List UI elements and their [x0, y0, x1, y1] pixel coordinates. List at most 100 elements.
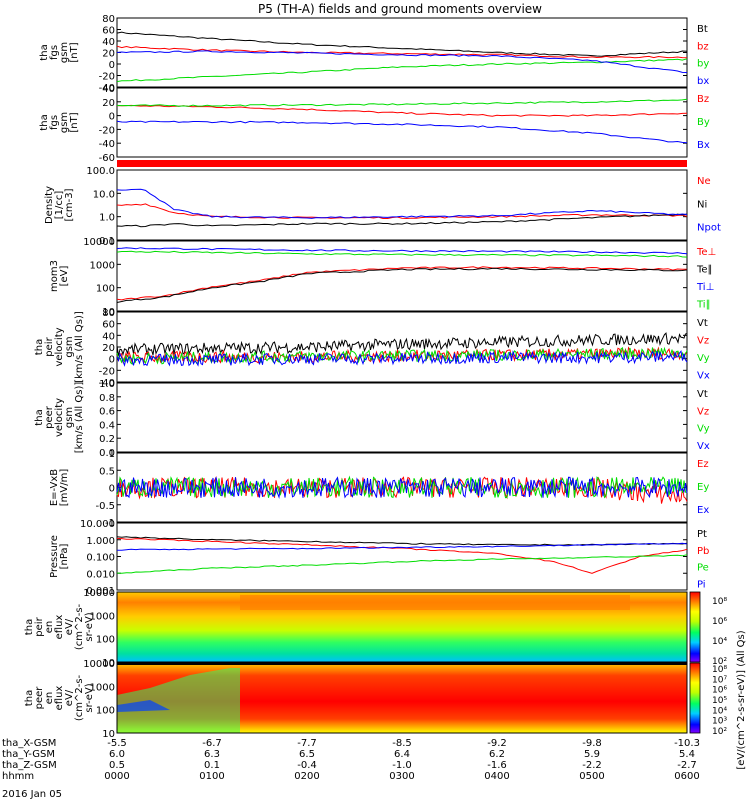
y-axis-label: tha	[24, 690, 35, 706]
x-axis-value: -1.0	[392, 760, 412, 771]
electron-spectrogram-cutoff	[117, 668, 240, 733]
x-axis-value: 0000	[104, 771, 129, 782]
panel-efield: 1 0.5 0 -0.5 -1 E=-VxB [mV/m] Ez Ey Ex	[49, 449, 709, 529]
panel-pressure: 10.000 1.000 0.100 0.010 0.001 Pressure [nPa] P…	[49, 519, 709, 597]
y-tick-label: -1	[105, 518, 115, 529]
y-axis-label: [km/s (All Qs)]	[74, 311, 85, 383]
y-tick-label: 100	[96, 706, 115, 717]
legend-Ti⊥: Ti⊥	[696, 282, 714, 293]
series-line-by	[116, 58, 688, 83]
colorbar-tick-label: 10²	[712, 657, 727, 667]
y-tick-label: 1.0	[99, 379, 115, 390]
y-axis-label: eflux	[54, 686, 65, 711]
y-tick-label: 80	[102, 308, 115, 319]
panel-density: 100.0 10.0 1.0 0.1 Density [1/cc] [cm-3] Ne Ni Np…	[44, 166, 721, 247]
series-line-Pb	[116, 537, 688, 574]
x-axis-value: -8.5	[392, 738, 412, 749]
series-line-Ni	[116, 213, 688, 228]
y-axis-label: eV/	[64, 618, 75, 635]
x-axis-value: -9.2	[487, 738, 507, 749]
y-axis-label: gsm	[59, 42, 70, 63]
y-axis-label: sr-eV)	[84, 612, 95, 641]
y-tick-label: 0	[109, 355, 115, 366]
y-tick-label: 1000	[90, 682, 115, 693]
y-tick-label: 10.000	[80, 519, 115, 530]
colorbar-tick-label: 10⁴	[712, 637, 727, 647]
y-tick-label: 10	[102, 658, 115, 669]
y-axis-label: mom3	[49, 260, 60, 292]
colorbar-tick-label: 10⁸	[712, 665, 727, 675]
y-axis-label: velocity	[54, 398, 65, 437]
x-axis-value: -6.7	[202, 738, 222, 749]
series-line-Vt	[116, 332, 688, 357]
x-axis-value: 0400	[484, 771, 509, 782]
y-tick-label: 40	[102, 37, 115, 48]
legend-Pt: Pt	[697, 529, 707, 540]
y-axis-label: tha	[34, 339, 45, 355]
y-tick-label: -40	[99, 139, 115, 150]
panel-frame	[116, 169, 688, 241]
series-line-Ne	[116, 203, 688, 220]
y-axis-label: (cm^2-s-	[74, 674, 85, 721]
y-axis-label: [eV]	[59, 266, 70, 287]
x-axis-value: 5.4	[679, 749, 695, 760]
y-axis-label: tha	[24, 619, 35, 635]
y-axis-label: en	[44, 692, 55, 705]
y-tick-label: -40	[99, 378, 115, 389]
x-axis-value: -10.3	[674, 738, 700, 749]
y-axis-label: peer	[44, 405, 55, 429]
x-axis-value: -2.7	[677, 760, 697, 771]
colorbar-tick-label: 10⁴	[712, 706, 727, 716]
ion-spectrogram-band	[240, 595, 630, 610]
y-axis-label: tha	[34, 409, 45, 425]
y-axis-label: [1/cc]	[54, 191, 65, 220]
y-axis-label: peir	[34, 616, 45, 636]
legend-by: by	[697, 59, 709, 70]
y-tick-label: 80	[102, 14, 115, 25]
y-tick-label: -40	[99, 83, 115, 94]
panel-peir-eflux: 10000 1000 100 10 tha peir en eflux eV/(cm^2-s-s…	[24, 588, 687, 669]
electron-spectrogram-lowband	[117, 700, 170, 712]
y-tick-label: 100	[96, 284, 115, 295]
x-axis-value: 6.4	[394, 749, 410, 760]
x-axis-value: 5.9	[584, 749, 600, 760]
series-line-By	[116, 98, 688, 107]
y-axis-label: [cm-3]	[64, 188, 75, 221]
y-axis-label: [nPa]	[59, 543, 70, 569]
y-tick-label: 100.0	[86, 166, 115, 177]
x-axis-value: 0.5	[109, 760, 125, 771]
colorbar-tick-label: 10³	[712, 717, 727, 727]
y-axis-label: sr-eV)	[84, 683, 95, 712]
colorbar-lower	[689, 662, 701, 734]
legend-Bx: Bx	[697, 140, 710, 151]
series-line-Ex	[116, 476, 688, 500]
electron-spectrogram-frame	[116, 662, 688, 734]
y-axis-label: Density	[44, 186, 55, 224]
ion-spectrogram	[116, 591, 688, 663]
y-tick-label: 20	[102, 343, 115, 354]
x-axis-value: 6.2	[489, 749, 505, 760]
electron-spectrogram	[116, 662, 688, 734]
y-tick-label: 10.0	[93, 189, 115, 200]
y-tick-label: -20	[99, 366, 115, 377]
x-axis-value: 6.5	[299, 749, 315, 760]
y-tick-label: 0.100	[86, 553, 115, 564]
series-line-Te∥	[116, 267, 688, 303]
y-tick-label: 0.6	[99, 407, 115, 418]
colorbar-tick-label: 10⁶	[712, 686, 727, 696]
y-tick-label: 0	[109, 484, 115, 495]
legend-Ti∥: Ti∥	[696, 300, 711, 311]
y-tick-label: 40	[102, 84, 115, 95]
x-axis-value: 6.0	[109, 749, 125, 760]
legend-Pb: Pb	[697, 546, 709, 557]
x-axis-value: -7.7	[297, 738, 317, 749]
legend-Pe: Pe	[697, 563, 709, 574]
series-line-Te⊥	[116, 266, 687, 301]
y-tick-label: 10000	[83, 659, 115, 670]
series-line-Ti⊥	[116, 247, 688, 255]
series-line-Bt	[116, 31, 688, 57]
y-tick-label: 40	[102, 331, 115, 342]
series-line-Bz	[116, 104, 688, 117]
